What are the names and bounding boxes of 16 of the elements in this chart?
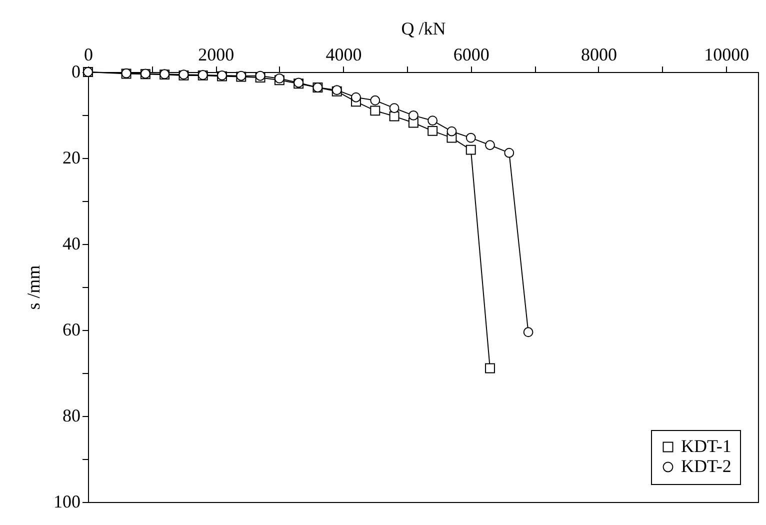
x-tick-label: 2000 <box>198 44 234 64</box>
y-tick-label: 80 <box>62 406 80 426</box>
legend-label: KDT-1 <box>681 436 732 456</box>
y-tick-label: 60 <box>62 320 80 340</box>
x-axis-title: Q /kN <box>401 18 446 38</box>
x-tick-label: 6000 <box>453 44 490 64</box>
y-tick-label: 0 <box>72 62 80 82</box>
x-tick-label: 0 <box>84 44 93 64</box>
y-tick-label: 100 <box>54 492 80 512</box>
y-tick-label: 40 <box>62 234 80 254</box>
x-tick-label: 8000 <box>580 44 617 64</box>
y-axis-title: s /mm <box>24 265 44 310</box>
x-tick-label: 10000 <box>704 44 750 64</box>
legend-label: KDT-2 <box>681 456 732 476</box>
x-tick-label: 4000 <box>326 44 362 64</box>
y-tick-label: 20 <box>62 148 80 168</box>
